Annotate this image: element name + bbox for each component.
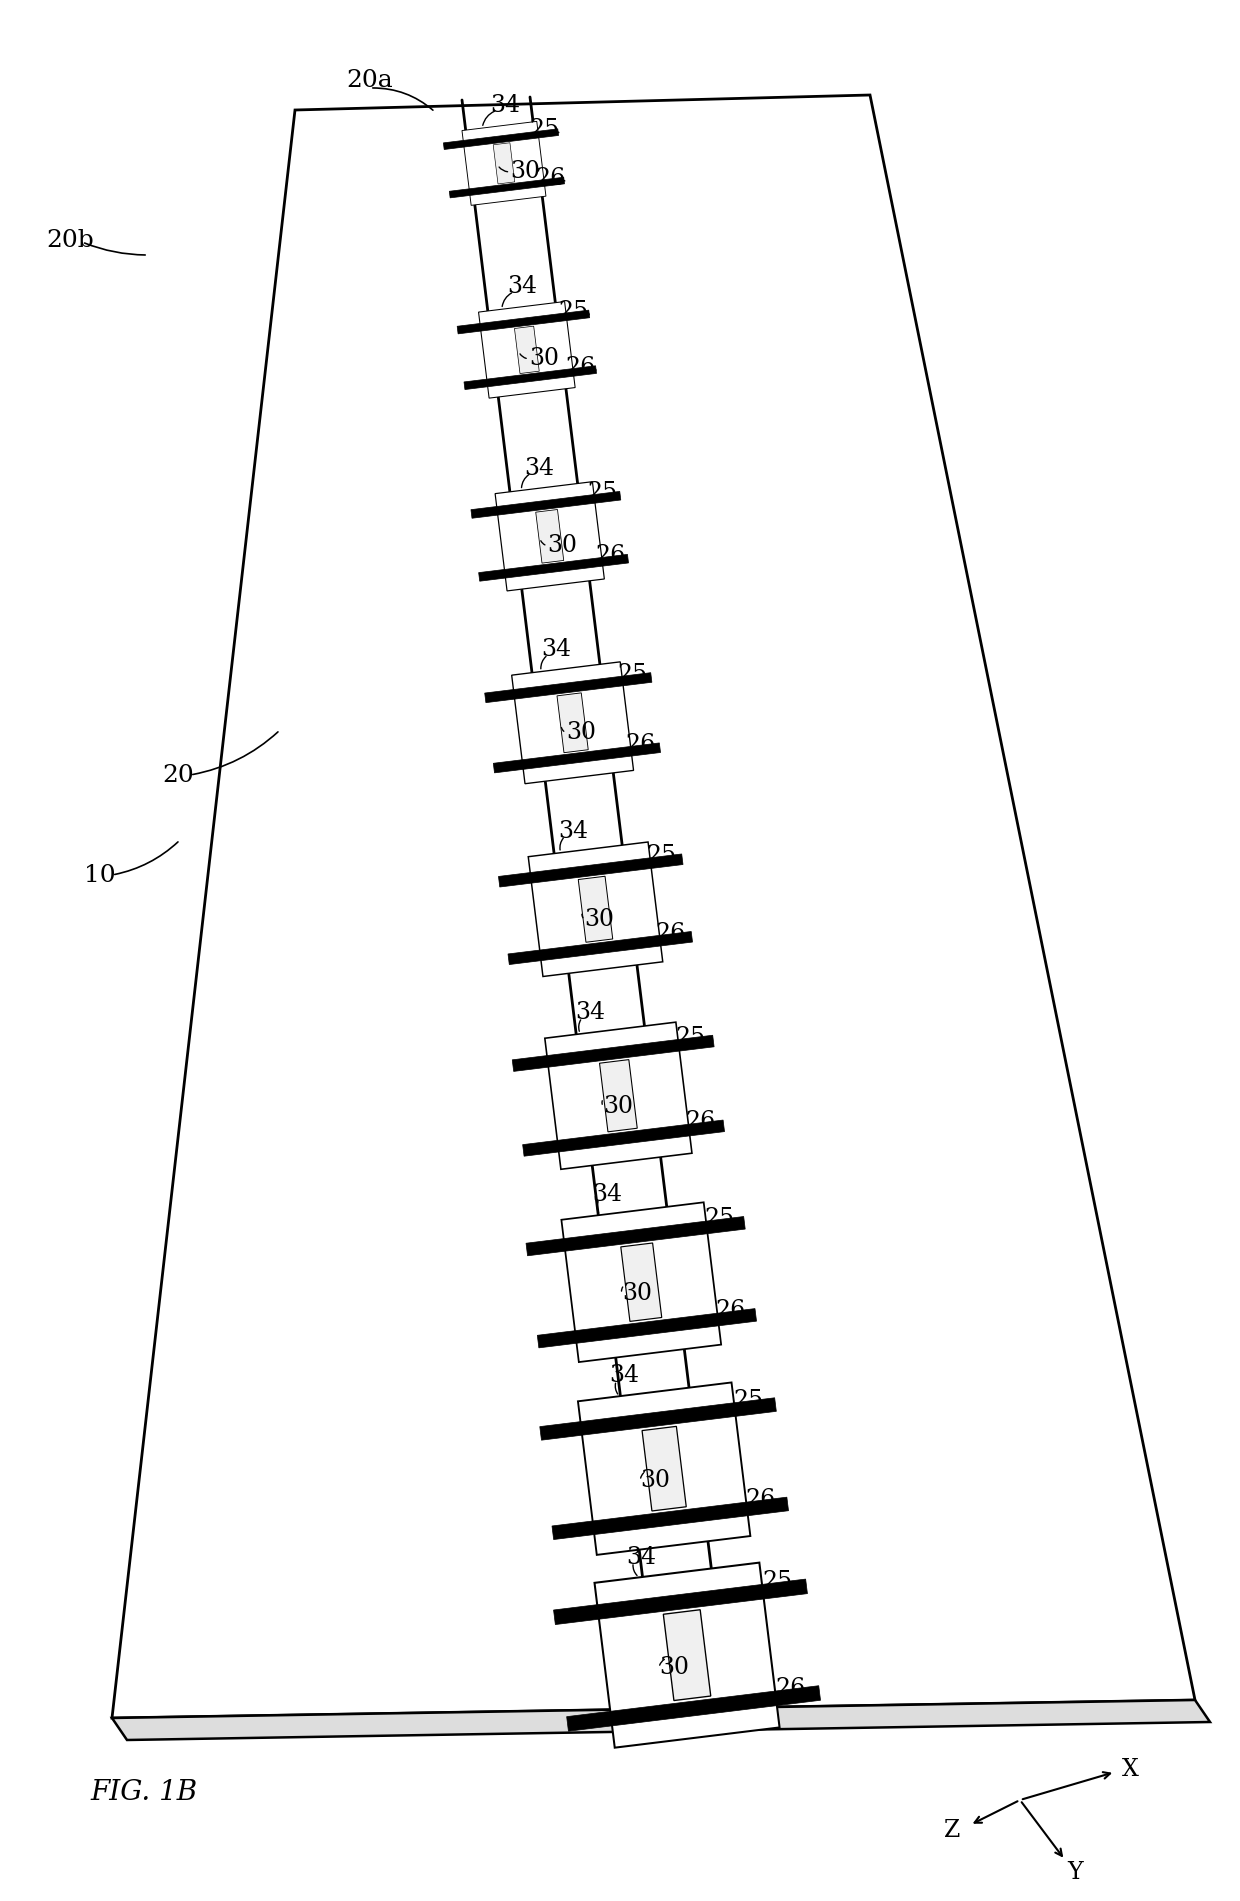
- Polygon shape: [544, 1023, 692, 1169]
- Text: 34: 34: [609, 1365, 640, 1388]
- Text: 20: 20: [162, 764, 193, 787]
- Polygon shape: [599, 1059, 637, 1131]
- Text: 34: 34: [507, 276, 537, 298]
- Polygon shape: [463, 122, 546, 205]
- Polygon shape: [495, 481, 604, 591]
- Text: 30: 30: [621, 1283, 652, 1306]
- Polygon shape: [537, 1308, 756, 1348]
- Text: 26: 26: [625, 734, 656, 757]
- Polygon shape: [112, 1699, 1210, 1739]
- Polygon shape: [508, 931, 692, 964]
- Text: 34: 34: [558, 819, 588, 842]
- Polygon shape: [578, 1382, 750, 1555]
- Text: 26: 26: [745, 1488, 775, 1511]
- Text: 25: 25: [529, 118, 560, 141]
- Polygon shape: [562, 1201, 722, 1363]
- Text: 25: 25: [763, 1570, 792, 1593]
- Polygon shape: [479, 555, 629, 582]
- Text: 30: 30: [604, 1095, 634, 1118]
- Polygon shape: [528, 842, 662, 977]
- Text: 20a: 20a: [347, 68, 393, 91]
- Text: 25: 25: [704, 1207, 734, 1230]
- Polygon shape: [522, 1120, 724, 1156]
- Text: 30: 30: [658, 1656, 689, 1679]
- Text: 34: 34: [575, 1002, 605, 1025]
- Polygon shape: [498, 854, 683, 888]
- Polygon shape: [458, 310, 590, 335]
- Polygon shape: [512, 662, 634, 783]
- Polygon shape: [536, 509, 564, 563]
- Text: 30: 30: [511, 160, 541, 182]
- Polygon shape: [112, 95, 1195, 1719]
- Polygon shape: [567, 1686, 821, 1732]
- Text: 30: 30: [548, 534, 578, 557]
- Polygon shape: [512, 1036, 714, 1072]
- Text: 30: 30: [585, 909, 615, 931]
- Text: 34: 34: [525, 456, 554, 479]
- Text: 26: 26: [595, 544, 626, 566]
- Text: 26: 26: [565, 355, 596, 378]
- Polygon shape: [449, 177, 564, 198]
- Text: Y: Y: [1068, 1861, 1083, 1884]
- Polygon shape: [578, 876, 613, 943]
- Polygon shape: [479, 302, 575, 397]
- Text: 26: 26: [686, 1110, 715, 1133]
- Polygon shape: [557, 692, 588, 753]
- Polygon shape: [553, 1580, 807, 1625]
- Polygon shape: [464, 365, 596, 390]
- Text: X: X: [1121, 1758, 1138, 1781]
- Text: 25: 25: [588, 481, 618, 504]
- Text: 25: 25: [675, 1027, 706, 1049]
- Polygon shape: [552, 1498, 789, 1540]
- Polygon shape: [621, 1243, 662, 1321]
- Text: 30: 30: [529, 348, 559, 371]
- Polygon shape: [594, 1563, 780, 1747]
- Text: 26: 26: [715, 1298, 745, 1323]
- Polygon shape: [471, 490, 621, 519]
- Polygon shape: [485, 673, 652, 703]
- Text: 34: 34: [593, 1182, 622, 1205]
- Polygon shape: [642, 1426, 686, 1511]
- Text: 10: 10: [84, 863, 115, 886]
- Text: 34: 34: [490, 93, 520, 116]
- Polygon shape: [515, 327, 539, 373]
- Polygon shape: [444, 129, 558, 150]
- Text: 25: 25: [618, 663, 647, 686]
- Text: 25: 25: [646, 844, 676, 867]
- Text: 30: 30: [567, 720, 596, 745]
- Text: 34: 34: [626, 1546, 656, 1568]
- Polygon shape: [663, 1610, 711, 1701]
- Text: FIG. 1B: FIG. 1B: [91, 1779, 197, 1806]
- Text: 26: 26: [775, 1677, 806, 1699]
- Polygon shape: [494, 743, 661, 774]
- Text: 26: 26: [536, 167, 565, 190]
- Text: 25: 25: [559, 300, 589, 323]
- Polygon shape: [494, 143, 515, 184]
- Text: 34: 34: [541, 639, 572, 662]
- Text: 20b: 20b: [46, 228, 94, 251]
- Polygon shape: [526, 1217, 745, 1257]
- Text: 30: 30: [640, 1469, 671, 1492]
- Text: 26: 26: [656, 922, 686, 945]
- Text: 25: 25: [733, 1388, 764, 1412]
- Text: Z: Z: [944, 1819, 960, 1842]
- Polygon shape: [539, 1397, 776, 1441]
